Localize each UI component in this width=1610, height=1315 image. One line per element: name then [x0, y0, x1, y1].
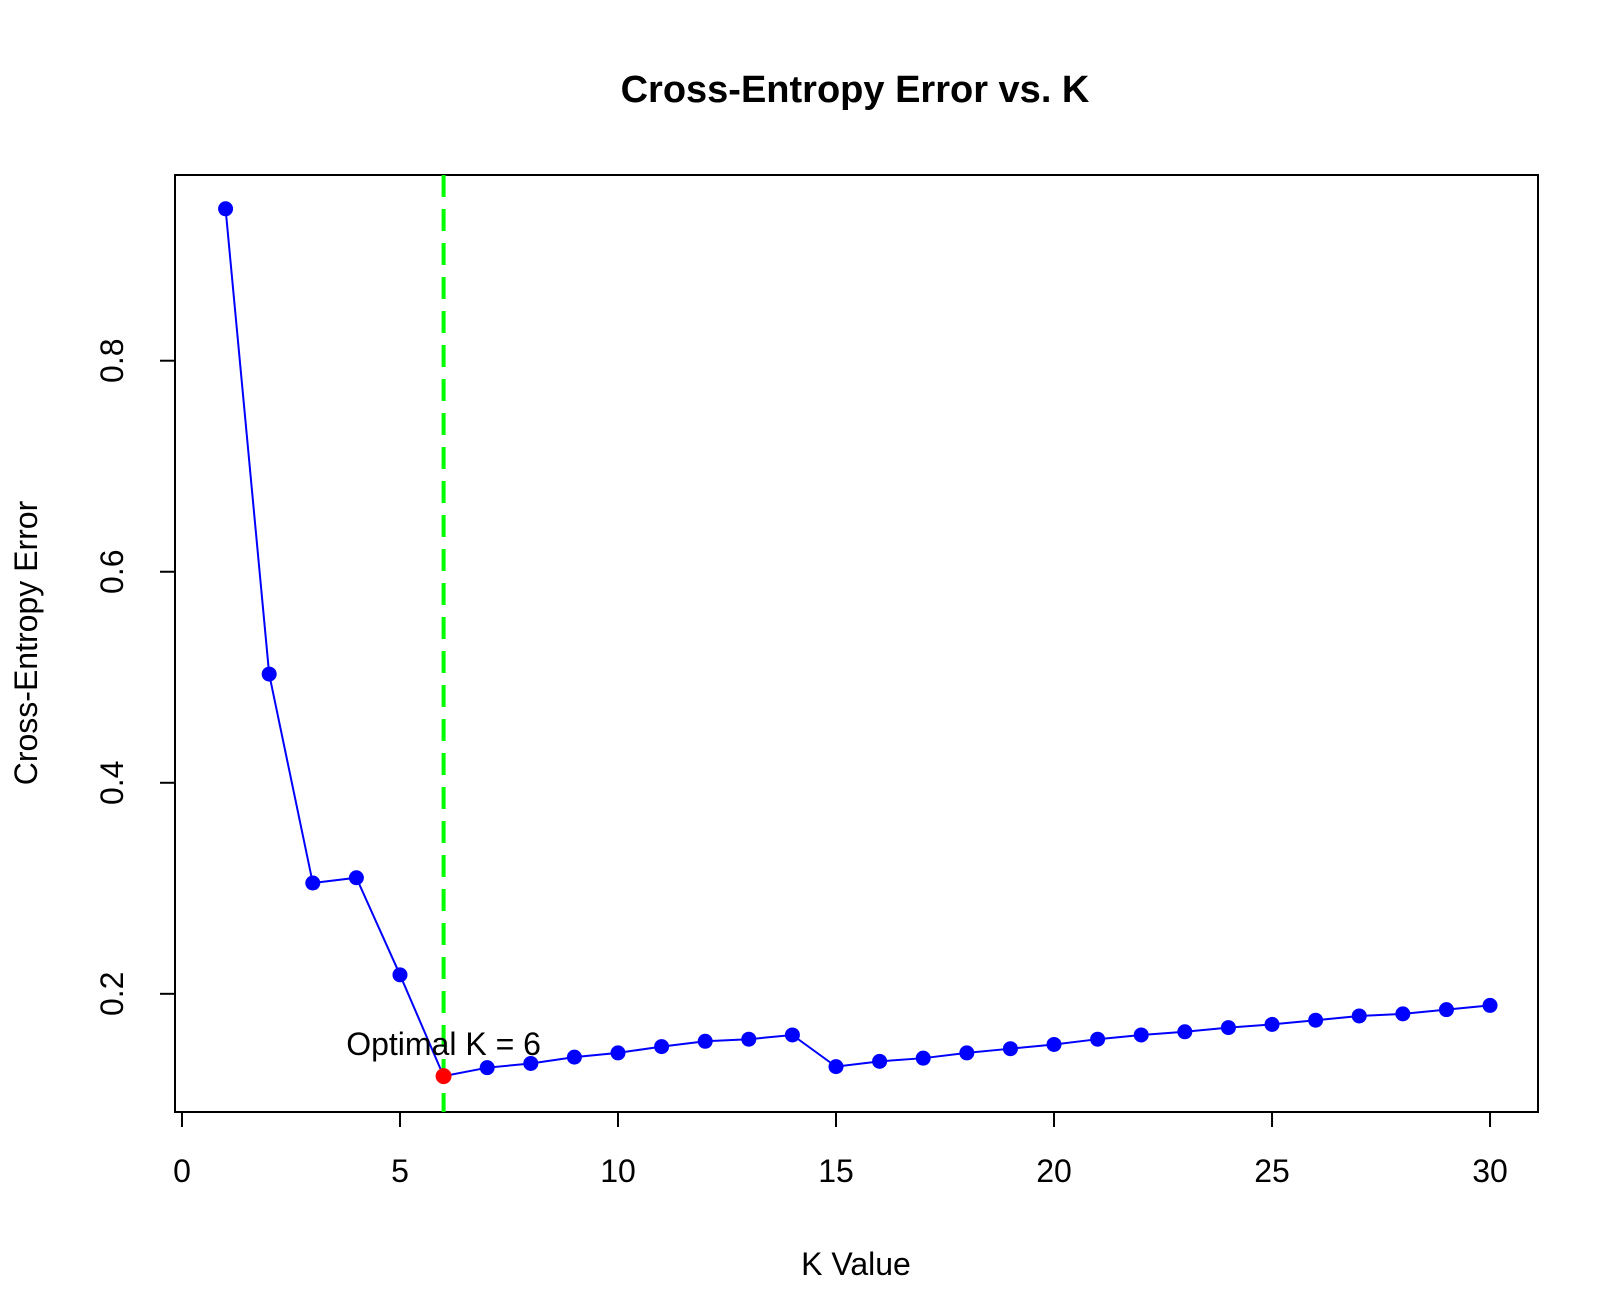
data-point: [1220, 1020, 1236, 1036]
data-point: [697, 1033, 713, 1049]
data-point: [1308, 1012, 1324, 1028]
x-axis-label: K Value: [801, 1246, 911, 1282]
x-axis-ticks: 0 5 10 15 20 25 30: [173, 1112, 1508, 1189]
y-axis-ticks: 0.2 0.4 0.6 0.8: [94, 338, 175, 1016]
data-point: [828, 1059, 844, 1075]
x-tick-label: 20: [1036, 1153, 1072, 1189]
data-point: [305, 875, 321, 891]
data-point: [915, 1050, 931, 1066]
plot-frame: [174, 174, 1539, 1113]
y-tick-label: 0.8: [94, 338, 130, 382]
data-point: [566, 1049, 582, 1065]
data-point: [1351, 1008, 1367, 1024]
data-point: [1264, 1016, 1280, 1032]
x-tick-label: 25: [1254, 1153, 1290, 1189]
data-point: [1177, 1024, 1193, 1040]
data-point: [392, 967, 408, 983]
y-tick-label: 0.4: [94, 761, 130, 805]
data-point: [959, 1045, 975, 1061]
data-point: [1395, 1006, 1411, 1022]
y-tick-label: 0.6: [94, 550, 130, 594]
series-points: [218, 201, 1498, 1076]
x-tick-label: 0: [173, 1153, 191, 1189]
x-tick-label: 10: [600, 1153, 636, 1189]
optimal-label: Optimal K = 6: [346, 1026, 541, 1062]
y-axis-label: Cross-Entropy Error: [8, 500, 44, 785]
data-point: [1482, 997, 1498, 1013]
series-line: [224, 208, 1491, 1078]
data-point: [1046, 1036, 1062, 1052]
data-point: [348, 870, 364, 886]
data-point: [523, 1055, 539, 1071]
data-point: [1002, 1041, 1018, 1057]
x-tick-label: 30: [1472, 1153, 1508, 1189]
data-point: [261, 666, 277, 682]
data-point: [218, 201, 234, 217]
data-point: [1133, 1027, 1149, 1043]
data-point: [479, 1060, 495, 1076]
y-tick-label: 0.2: [94, 972, 130, 1016]
data-point: [1438, 1002, 1454, 1018]
x-tick-label: 15: [818, 1153, 854, 1189]
chart-title: Cross-Entropy Error vs. K: [621, 69, 1090, 111]
data-point: [1090, 1031, 1106, 1047]
data-point: [784, 1027, 800, 1043]
data-point: [654, 1039, 670, 1055]
data-point: [872, 1053, 888, 1069]
data-point: [610, 1045, 626, 1061]
optimal-point: [435, 1068, 452, 1085]
x-tick-label: 5: [391, 1153, 409, 1189]
data-point: [741, 1031, 757, 1047]
